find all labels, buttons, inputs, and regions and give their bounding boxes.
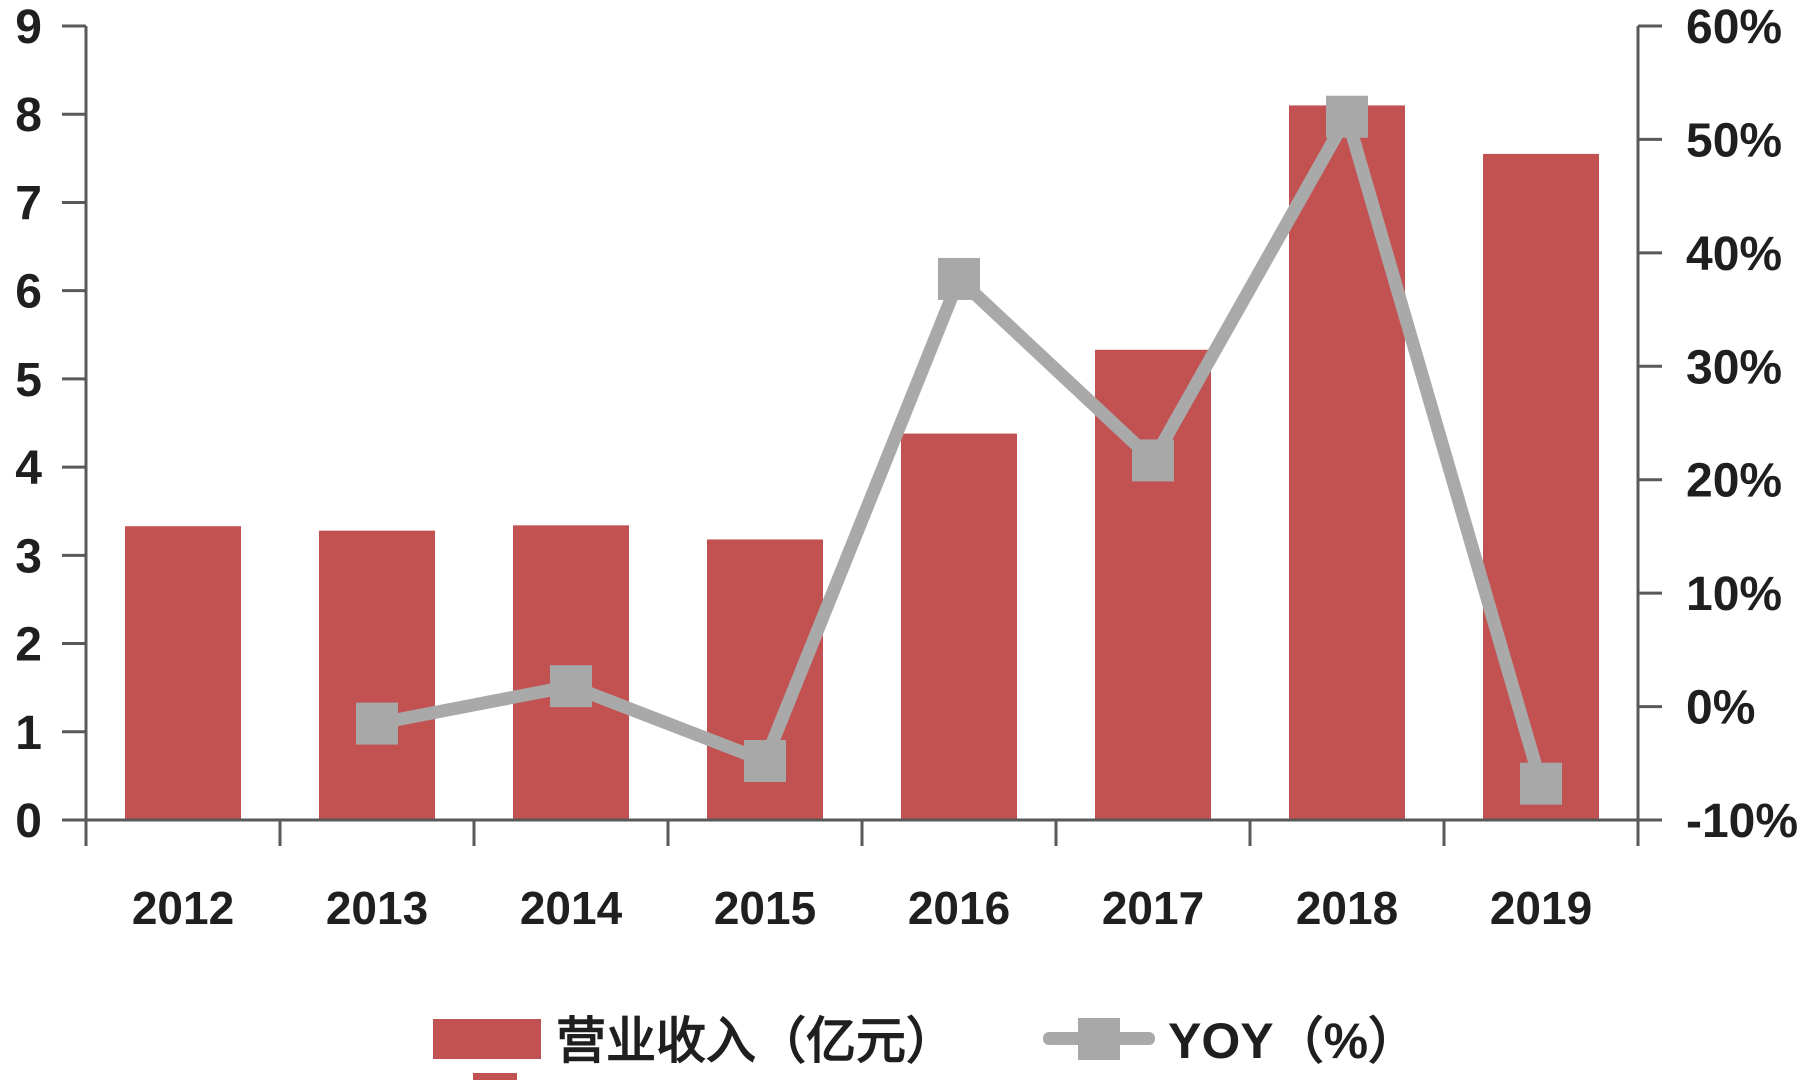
yoy-marker-2019 <box>1520 762 1562 805</box>
legend-line-label: YOY（%） <box>1168 1013 1419 1069</box>
y-axis-right-label: 40% <box>1686 228 1782 281</box>
yoy-marker-2014 <box>550 665 592 708</box>
y-axis-right-label: 30% <box>1686 341 1782 394</box>
legend-bar-swatch-icon <box>433 1019 541 1059</box>
bar-2018 <box>1289 105 1405 820</box>
yoy-marker-2015 <box>744 740 786 783</box>
y-axis-left-label: 4 <box>15 442 42 495</box>
y-axis-right-label: 20% <box>1686 455 1782 508</box>
y-axis-left-label: 6 <box>15 266 42 319</box>
bar-2013 <box>319 530 435 820</box>
legend-line-marker-icon <box>1078 1018 1120 1060</box>
x-axis-label: 2016 <box>908 882 1010 934</box>
y-axis-left-label: 3 <box>15 530 42 583</box>
y-axis-left-label: 9 <box>15 1 42 54</box>
bar-2016 <box>901 433 1017 820</box>
yoy-marker-2018 <box>1326 95 1368 138</box>
x-axis-label: 2017 <box>1102 882 1204 934</box>
x-axis-label: 2019 <box>1490 882 1592 934</box>
y-axis-left-label: 1 <box>15 707 42 760</box>
y-axis-left-label: 2 <box>15 619 42 672</box>
y-axis-right-label: 0% <box>1686 682 1755 735</box>
y-axis-left-label: 8 <box>15 89 42 142</box>
y-axis-left-label: 5 <box>15 354 42 407</box>
legend-cropped-fragment <box>473 1073 517 1080</box>
y-axis-left-label: 7 <box>15 177 42 230</box>
y-axis-right-label: -10% <box>1686 795 1798 848</box>
yoy-marker-2013 <box>356 702 398 745</box>
yoy-marker-2017 <box>1132 439 1174 482</box>
yoy-marker-2016 <box>938 257 980 300</box>
x-axis-label: 2015 <box>714 882 816 934</box>
bar-2012 <box>125 526 241 820</box>
x-axis-label: 2012 <box>132 882 234 934</box>
y-axis-right-label: 10% <box>1686 568 1782 621</box>
bar-2019 <box>1483 153 1599 820</box>
legend-bar-label: 营业收入（亿元） <box>556 1013 956 1069</box>
y-axis-left-label: 0 <box>15 795 42 848</box>
x-axis-label: 2018 <box>1296 882 1398 934</box>
y-axis-right-label: 60% <box>1686 1 1782 54</box>
legend-line-swatch-icon <box>1043 1018 1155 1060</box>
y-axis-right-label: 50% <box>1686 114 1782 167</box>
x-axis-label: 2013 <box>326 882 428 934</box>
x-axis-label: 2014 <box>520 882 623 934</box>
